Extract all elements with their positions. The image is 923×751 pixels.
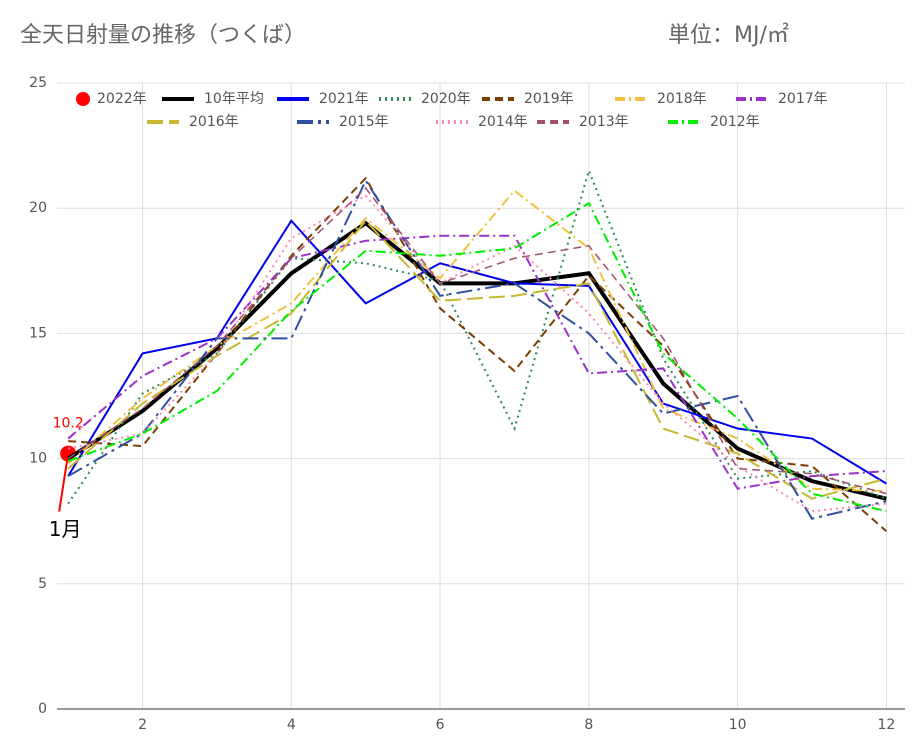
y-tick-label: 0 — [38, 701, 47, 717]
x-tick-label: 2 — [138, 717, 147, 733]
annotation: 1月 — [49, 517, 82, 541]
legend-label: 10年平均 — [204, 91, 264, 107]
series-line — [67, 201, 887, 513]
y-tick-label: 20 — [29, 200, 47, 216]
x-tick-label: 10 — [729, 717, 747, 733]
legend-label: 2012年 — [710, 114, 760, 130]
legend-label: 2016年 — [189, 114, 239, 130]
series-line — [67, 194, 887, 513]
x-tick-label: 4 — [287, 717, 296, 733]
legend-label: 2020年 — [421, 91, 471, 107]
legend-label: 2019年 — [524, 91, 574, 107]
chart-title: 全天日射量の推移（つくば） — [20, 23, 306, 48]
legend-label: 2018年 — [657, 91, 707, 107]
legend-label: 2017年 — [778, 91, 828, 107]
series-line — [67, 178, 887, 520]
unit-label: 単位：MJ/㎡ — [668, 22, 789, 48]
series-line — [67, 167, 887, 505]
legend-symbol — [76, 92, 90, 106]
series-line — [68, 176, 888, 532]
legend-label: 2013年 — [579, 114, 629, 130]
y-tick-label: 25 — [29, 75, 47, 91]
series-line — [67, 219, 887, 500]
legend-label: 2021年 — [319, 91, 369, 107]
x-tick-label: 12 — [877, 717, 895, 733]
data-label: 10.2 — [53, 416, 84, 432]
series-line — [67, 187, 887, 495]
legend-label: 2015年 — [339, 114, 389, 130]
series-line — [67, 220, 887, 501]
x-tick-label: 6 — [436, 717, 445, 733]
series-line — [67, 234, 887, 490]
y-tick-label: 15 — [29, 325, 47, 341]
y-tick-label: 5 — [38, 576, 47, 592]
annotation-line — [58, 453, 70, 512]
legend-label: 2022年 — [97, 91, 147, 107]
series-line — [67, 189, 887, 493]
legend-label: 2014年 — [478, 114, 528, 130]
x-tick-label: 8 — [584, 717, 593, 733]
y-tick-label: 10 — [29, 451, 47, 467]
